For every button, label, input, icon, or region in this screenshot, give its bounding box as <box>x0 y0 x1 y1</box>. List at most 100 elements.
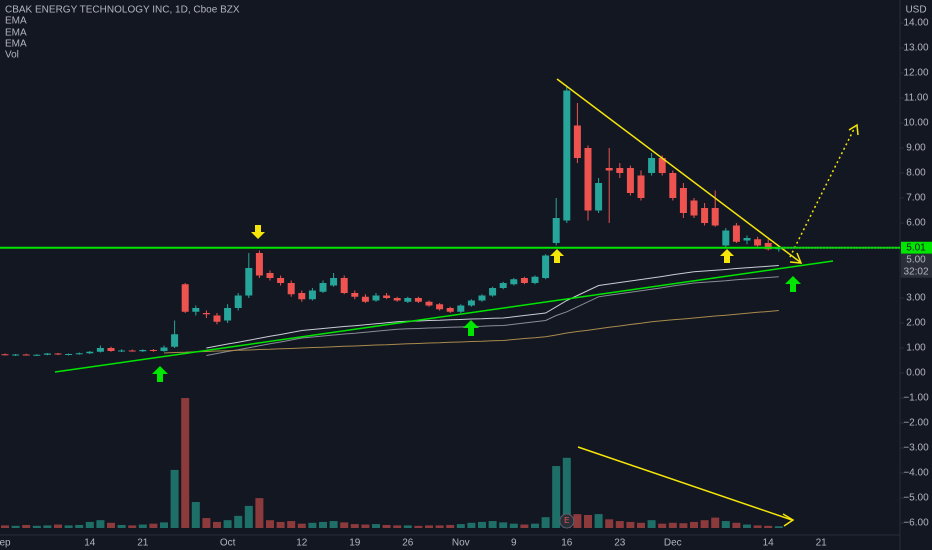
volume-bar <box>562 457 571 528</box>
volume-bar <box>403 525 412 528</box>
volume-bar <box>117 524 126 528</box>
legend-entry: EMA <box>5 28 27 39</box>
volume-bar <box>743 524 751 528</box>
y-tick-label: −3.00 <box>903 443 929 454</box>
y-tick-label: 1.00 <box>906 343 926 354</box>
candle-body <box>722 230 730 246</box>
annotations <box>54 78 859 527</box>
volume-bar <box>340 522 349 528</box>
candle-body <box>648 158 656 173</box>
candle-body <box>107 348 115 351</box>
up-arrow <box>550 249 564 263</box>
candle-body <box>743 238 751 241</box>
candle-body <box>626 168 634 193</box>
volume-bar <box>350 524 359 528</box>
volume-bar <box>32 525 41 528</box>
signal-arrows <box>152 225 801 382</box>
x-tick-label: 14 <box>84 538 96 549</box>
y-tick-label: −2.00 <box>903 418 929 429</box>
volume-bar <box>700 520 709 528</box>
candle-body <box>446 308 454 312</box>
arrow-head <box>848 123 859 136</box>
volume-bar <box>690 521 698 528</box>
candle-body <box>224 308 232 321</box>
price-tag <box>901 241 932 254</box>
x-tick-label: Dec <box>664 538 682 549</box>
x-tick-label: 12 <box>296 538 308 549</box>
y-tick-label: 14.00 <box>903 18 928 29</box>
y-tick-label: −6.00 <box>903 518 929 529</box>
y-tick-label: −4.00 <box>903 468 929 479</box>
candle-body <box>319 283 327 292</box>
candle-body <box>489 288 497 296</box>
x-tick-label: 26 <box>402 538 414 549</box>
y-tick-label: 6.00 <box>906 218 926 229</box>
candle-body <box>616 168 624 173</box>
earnings-label: E <box>564 516 569 525</box>
currency-label: USD <box>905 5 926 16</box>
candle-body <box>361 296 369 302</box>
candle-body <box>478 295 486 301</box>
y-tick-label: 3.00 <box>906 293 926 304</box>
volume-bar <box>64 525 73 528</box>
volume-bar <box>573 514 582 528</box>
candle-body <box>425 301 433 306</box>
earnings-marker <box>559 513 575 529</box>
up-arrow <box>463 320 479 336</box>
candle-body <box>520 278 528 283</box>
volume-bar <box>149 523 158 528</box>
x-tick-label: Nov <box>452 538 470 549</box>
candle-body <box>308 290 316 300</box>
candle-body <box>287 283 295 295</box>
candle-body <box>658 158 666 173</box>
volume-bar <box>594 514 603 528</box>
x-tick-label: ep <box>0 538 11 549</box>
volume-bar <box>425 525 433 528</box>
volume-bar <box>414 525 423 528</box>
candle-body <box>43 353 51 355</box>
candle-body <box>436 304 444 310</box>
candle-body <box>584 148 592 211</box>
volume-bar <box>287 521 296 528</box>
volume-bar <box>774 526 783 528</box>
y-tick-label: 11.00 <box>904 93 929 104</box>
candle-body <box>679 188 687 213</box>
volume-bar <box>435 525 444 528</box>
legend-entry: EMA <box>5 39 27 50</box>
y-tick-label: 8.00 <box>906 168 926 179</box>
y-tick-label: 12.00 <box>903 68 928 79</box>
volume-bar <box>679 523 688 528</box>
volume-bar <box>308 522 317 528</box>
volume-bar <box>255 498 264 528</box>
volume-bar <box>43 525 52 528</box>
down-arrow <box>251 225 265 239</box>
volume-bar <box>764 525 773 528</box>
candle-body <box>86 351 94 354</box>
volume-bar <box>11 525 20 528</box>
candle-body <box>595 183 603 211</box>
volume-bar <box>138 524 147 528</box>
candle-body <box>701 208 709 223</box>
projection-line <box>789 126 856 258</box>
volume-bar <box>615 521 624 528</box>
volume-bar <box>647 520 656 528</box>
x-tick-label: 23 <box>614 538 626 549</box>
candle-body <box>552 218 560 243</box>
volume-bar <box>721 521 730 528</box>
volume-bar <box>531 523 539 528</box>
candle-body <box>531 276 539 283</box>
volume-bar <box>372 524 380 528</box>
volume-bar <box>244 505 253 528</box>
volume-bar <box>96 520 105 528</box>
candle-body <box>351 293 359 297</box>
y-tick-label: 9.00 <box>906 143 926 154</box>
volume-bar <box>509 523 518 528</box>
candle-body <box>118 350 126 352</box>
volume-bar <box>626 521 635 528</box>
candle-body <box>467 300 475 306</box>
candle-body <box>637 175 645 198</box>
candle-body <box>255 253 263 276</box>
volume-bar <box>711 517 720 528</box>
ema-line <box>163 310 779 354</box>
